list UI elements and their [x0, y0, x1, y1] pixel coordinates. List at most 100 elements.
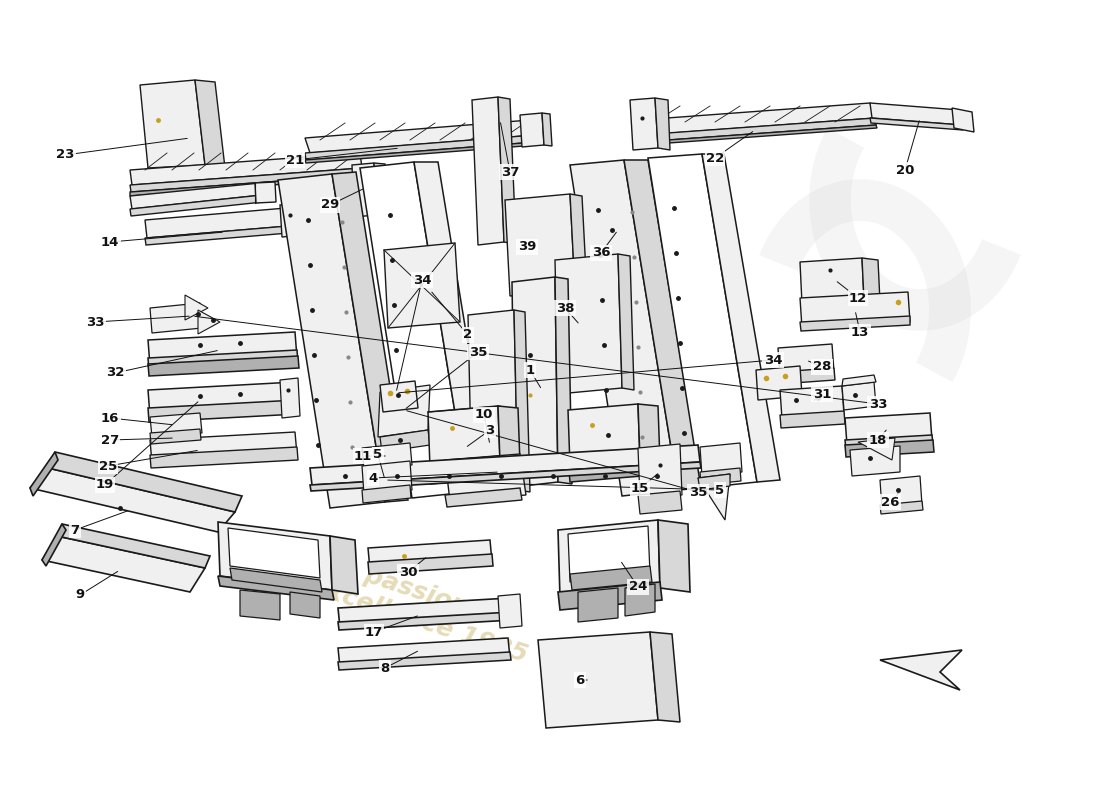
Text: 1: 1 — [526, 363, 535, 377]
Polygon shape — [148, 382, 297, 416]
Polygon shape — [130, 153, 362, 185]
Polygon shape — [280, 203, 302, 237]
Polygon shape — [570, 160, 678, 496]
Text: 35: 35 — [689, 486, 707, 498]
Polygon shape — [150, 413, 202, 437]
Polygon shape — [255, 182, 276, 203]
Polygon shape — [638, 444, 682, 499]
Polygon shape — [845, 413, 932, 445]
Polygon shape — [570, 566, 652, 590]
Text: 20: 20 — [895, 163, 914, 177]
Text: 16: 16 — [101, 411, 119, 425]
Polygon shape — [352, 163, 376, 217]
Polygon shape — [30, 468, 235, 532]
Text: 34: 34 — [412, 274, 431, 286]
Polygon shape — [780, 386, 844, 419]
Polygon shape — [640, 118, 876, 142]
Polygon shape — [368, 554, 493, 574]
Text: a passion
for excellence 1985: a passion for excellence 1985 — [261, 533, 539, 667]
Polygon shape — [218, 522, 332, 590]
Polygon shape — [362, 443, 412, 470]
Text: 35: 35 — [469, 346, 487, 358]
Polygon shape — [428, 406, 501, 468]
Text: 15: 15 — [631, 482, 649, 494]
Polygon shape — [148, 350, 298, 372]
Polygon shape — [538, 632, 658, 728]
Polygon shape — [280, 378, 300, 418]
Polygon shape — [558, 582, 662, 610]
Polygon shape — [185, 295, 208, 320]
Text: 23: 23 — [56, 149, 74, 162]
Polygon shape — [150, 303, 202, 333]
Polygon shape — [698, 474, 730, 520]
Text: 24: 24 — [629, 581, 647, 594]
Polygon shape — [648, 154, 757, 488]
Polygon shape — [338, 638, 510, 668]
Polygon shape — [42, 524, 66, 566]
Text: 14: 14 — [101, 235, 119, 249]
Polygon shape — [700, 468, 741, 485]
Polygon shape — [638, 404, 660, 462]
Polygon shape — [756, 366, 802, 400]
Polygon shape — [845, 440, 934, 457]
Text: 25: 25 — [99, 459, 117, 473]
Text: 32: 32 — [106, 366, 124, 379]
Polygon shape — [198, 310, 220, 334]
Polygon shape — [778, 368, 835, 384]
Text: 4: 4 — [368, 471, 377, 485]
Polygon shape — [842, 375, 876, 386]
Polygon shape — [624, 160, 702, 490]
Polygon shape — [514, 310, 530, 492]
Polygon shape — [332, 172, 408, 502]
Polygon shape — [300, 203, 312, 236]
Polygon shape — [625, 584, 654, 616]
Text: 34: 34 — [763, 354, 782, 366]
Text: 9: 9 — [76, 589, 85, 602]
Polygon shape — [446, 488, 522, 507]
Polygon shape — [568, 454, 642, 482]
Polygon shape — [148, 332, 297, 366]
Polygon shape — [702, 154, 780, 482]
Polygon shape — [520, 113, 544, 147]
Text: 27: 27 — [101, 434, 119, 446]
Polygon shape — [310, 462, 701, 491]
Polygon shape — [384, 243, 460, 328]
Polygon shape — [57, 524, 210, 568]
Polygon shape — [130, 168, 363, 192]
Text: 31: 31 — [813, 387, 832, 401]
Polygon shape — [145, 225, 301, 245]
Text: 38: 38 — [556, 302, 574, 314]
Polygon shape — [148, 400, 298, 422]
Polygon shape — [150, 447, 298, 468]
Polygon shape — [240, 590, 280, 620]
Polygon shape — [338, 598, 512, 628]
Text: 10: 10 — [475, 409, 493, 422]
Polygon shape — [845, 435, 933, 450]
Text: 5: 5 — [715, 483, 725, 497]
Text: 33: 33 — [869, 398, 888, 410]
Polygon shape — [952, 108, 974, 132]
Polygon shape — [362, 485, 411, 503]
Text: 22: 22 — [706, 151, 724, 165]
Polygon shape — [428, 456, 502, 484]
Polygon shape — [862, 258, 880, 302]
Polygon shape — [498, 406, 520, 464]
Polygon shape — [378, 385, 430, 437]
Polygon shape — [570, 194, 587, 292]
Polygon shape — [145, 207, 300, 238]
Polygon shape — [278, 174, 385, 508]
Polygon shape — [618, 254, 634, 390]
Polygon shape — [558, 520, 660, 598]
Text: 8: 8 — [381, 662, 389, 674]
Text: 12: 12 — [849, 291, 867, 305]
Polygon shape — [30, 452, 58, 496]
Polygon shape — [800, 292, 910, 328]
Polygon shape — [542, 113, 552, 146]
Polygon shape — [498, 97, 516, 244]
Polygon shape — [658, 520, 690, 592]
Polygon shape — [414, 162, 492, 492]
Polygon shape — [654, 98, 670, 150]
Polygon shape — [305, 120, 535, 153]
Polygon shape — [379, 381, 418, 412]
Polygon shape — [218, 576, 334, 600]
